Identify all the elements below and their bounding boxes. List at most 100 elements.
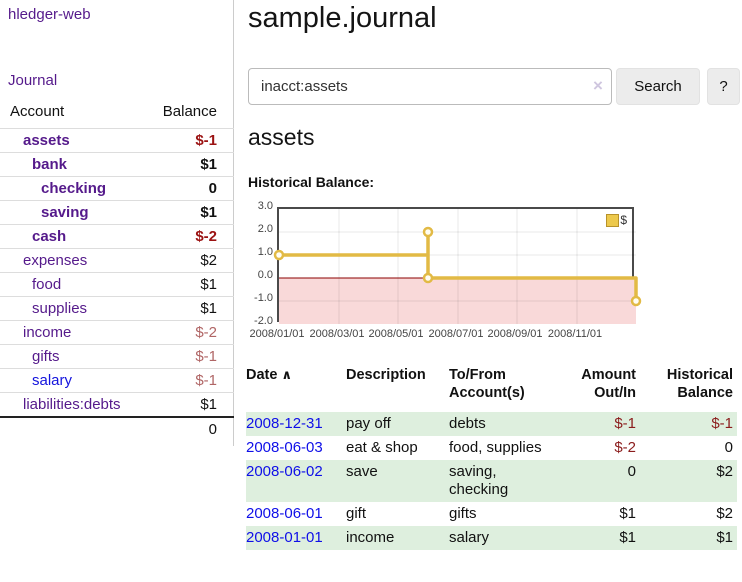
- data-point-marker: [422, 226, 434, 238]
- brand-link[interactable]: hledger-web: [8, 6, 91, 23]
- transaction-row: 2008-12-31 pay off debts $-1 $-1: [246, 412, 737, 436]
- sort-ascending-icon: ∧: [281, 367, 293, 382]
- account-balance: $-2: [195, 228, 217, 245]
- transaction-amount: $1: [619, 529, 636, 546]
- y-tick-label: 0.0: [257, 269, 273, 281]
- transaction-date-link[interactable]: 2008-06-02: [246, 463, 323, 480]
- accounts-tree: assets $-1 bank $1 checking 0 saving $1 …: [0, 128, 234, 440]
- transaction-amount: $-2: [614, 439, 636, 456]
- account-row: gifts $-1: [0, 344, 234, 368]
- y-tick-label: 2.0: [257, 223, 273, 235]
- account-link-cash[interactable]: cash: [32, 228, 67, 245]
- transaction-date-link[interactable]: 2008-12-31: [246, 415, 323, 432]
- register-header-row: Date ∧ Description To/From Account(s) Am…: [246, 358, 737, 412]
- transaction-description: gift: [346, 505, 367, 522]
- chart-plot-area: $: [273, 207, 642, 324]
- accounts-total-row: 0: [0, 416, 234, 440]
- column-header-date[interactable]: Date ∧: [246, 367, 293, 383]
- chart-title: Historical Balance:: [248, 174, 375, 190]
- account-balance: $1: [200, 156, 217, 173]
- transaction-date-link[interactable]: 2008-01-01: [246, 529, 323, 546]
- help-button[interactable]: ?: [707, 68, 740, 105]
- x-tick-label: 2008/11/01: [547, 328, 603, 340]
- column-header-description: Description: [346, 367, 426, 383]
- transaction-date-link[interactable]: 2008-06-01: [246, 505, 323, 522]
- transaction-balance: $-1: [711, 415, 733, 432]
- account-row: bank $1: [0, 152, 234, 176]
- account-balance: $2: [200, 252, 217, 269]
- account-row: assets $-1: [0, 128, 234, 152]
- data-point-marker: [273, 249, 285, 261]
- transaction-balance: 0: [724, 439, 733, 456]
- account-link-gifts[interactable]: gifts: [32, 348, 60, 365]
- transaction-accounts: salary: [449, 529, 490, 546]
- account-row: checking 0: [0, 176, 234, 200]
- y-tick-label: 1.0: [257, 246, 273, 258]
- account-balance: $1: [200, 204, 217, 221]
- legend-label: $: [620, 213, 627, 227]
- column-header-accounts: To/From Account(s): [449, 367, 525, 401]
- account-balance: $-2: [195, 324, 217, 341]
- column-header-amount: Amount Out/In: [581, 367, 636, 401]
- account-link-food[interactable]: food: [32, 276, 62, 293]
- x-tick-label: 2008/07/01: [428, 328, 484, 340]
- transaction-balance: $2: [716, 505, 733, 522]
- clear-search-icon[interactable]: ×: [593, 76, 603, 95]
- y-tick-label: -1.0: [254, 292, 273, 304]
- x-tick-label: 2008/01/01: [249, 328, 305, 340]
- transaction-amount: 0: [627, 463, 636, 480]
- account-link-expenses[interactable]: expenses: [23, 252, 88, 269]
- transaction-accounts: saving, checking: [449, 463, 509, 498]
- sidebar: hledger-web Journal Account Balance asse…: [0, 0, 234, 446]
- account-row: supplies $1: [0, 296, 234, 320]
- account-link-liabilities-debts[interactable]: liabilities:debts: [23, 396, 121, 413]
- transaction-accounts: debts: [449, 415, 486, 432]
- account-link-saving[interactable]: saving: [41, 204, 89, 221]
- legend-swatch-icon: [606, 213, 620, 227]
- account-link-supplies[interactable]: supplies: [32, 300, 88, 317]
- historical-balance-chart: 3.0 2.0 1.0 0.0 -1.0 -2.0: [246, 200, 642, 346]
- account-link-bank[interactable]: bank: [32, 156, 68, 173]
- transaction-accounts: gifts: [449, 505, 477, 522]
- transaction-date-link[interactable]: 2008-06-03: [246, 439, 323, 456]
- column-header-balance: Historical Balance: [666, 367, 733, 401]
- transaction-amount: $-1: [614, 415, 636, 432]
- account-row: food $1: [0, 272, 234, 296]
- search-input[interactable]: [248, 68, 612, 105]
- sidebar-item-journal[interactable]: Journal: [8, 72, 58, 89]
- negative-region: [279, 278, 636, 324]
- transaction-description: pay off: [346, 415, 391, 432]
- transaction-description: income: [346, 529, 395, 546]
- account-row: salary $-1: [0, 368, 234, 392]
- transaction-row: 2008-06-01 gift gifts $1 $2: [246, 502, 737, 526]
- account-row: liabilities:debts $1: [0, 392, 234, 416]
- page-title: sample.journal: [248, 2, 437, 34]
- account-link-assets[interactable]: assets: [23, 132, 70, 149]
- transaction-row: 2008-06-02 save saving, checking 0 $2: [246, 460, 737, 502]
- account-row: saving $1: [0, 200, 234, 224]
- account-link-income[interactable]: income: [23, 324, 72, 341]
- account-balance: $1: [200, 396, 217, 413]
- transaction-amount: $1: [619, 505, 636, 522]
- register-table: Date ∧ Description To/From Account(s) Am…: [246, 358, 737, 550]
- balance-step-line: [279, 230, 638, 301]
- account-link-checking[interactable]: checking: [41, 180, 107, 197]
- account-row: income $-2: [0, 320, 234, 344]
- account-balance: $-1: [195, 348, 217, 365]
- data-point-marker: [422, 272, 434, 284]
- account-row: cash $-2: [0, 224, 234, 248]
- y-tick-label: 3.0: [257, 200, 273, 212]
- y-tick-label: -2.0: [254, 315, 273, 327]
- x-tick-label: 2008/03/01: [309, 328, 365, 340]
- account-row: expenses $2: [0, 248, 234, 272]
- search-button[interactable]: Search: [616, 68, 700, 105]
- transaction-balance: $2: [716, 463, 733, 480]
- account-balance: $-1: [195, 132, 217, 149]
- total-balance: 0: [208, 420, 217, 438]
- account-balance: 0: [208, 180, 217, 197]
- account-link-salary[interactable]: salary: [32, 372, 73, 389]
- accounts-table-header: Account Balance: [0, 103, 234, 128]
- data-point-markers: [273, 226, 642, 307]
- x-tick-label: 2008/09/01: [487, 328, 543, 340]
